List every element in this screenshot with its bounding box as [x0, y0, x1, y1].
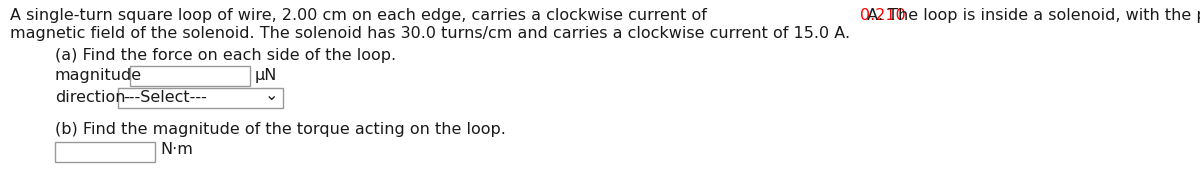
- Text: (a) Find the force on each side of the loop.: (a) Find the force on each side of the l…: [55, 48, 396, 63]
- Text: ---Select---: ---Select---: [124, 90, 206, 105]
- Text: μN: μN: [256, 68, 277, 83]
- Text: 0.210: 0.210: [859, 8, 906, 23]
- Text: magnitude: magnitude: [55, 68, 142, 83]
- Text: ⌄: ⌄: [265, 88, 278, 103]
- Text: magnetic field of the solenoid. The solenoid has 30.0 turns/cm and carries a clo: magnetic field of the solenoid. The sole…: [10, 26, 850, 41]
- Text: direction: direction: [55, 90, 126, 105]
- Text: (b) Find the magnitude of the torque acting on the loop.: (b) Find the magnitude of the torque act…: [55, 122, 506, 137]
- Bar: [118, 88, 283, 108]
- Bar: [55, 142, 155, 162]
- Bar: [130, 66, 250, 86]
- Text: N·m: N·m: [160, 142, 193, 157]
- Text: A single-turn square loop of wire, 2.00 cm on each edge, carries a clockwise cur: A single-turn square loop of wire, 2.00 …: [10, 8, 712, 23]
- Text: A. The loop is inside a solenoid, with the plane of the loop perpendicular to th: A. The loop is inside a solenoid, with t…: [862, 8, 1200, 23]
